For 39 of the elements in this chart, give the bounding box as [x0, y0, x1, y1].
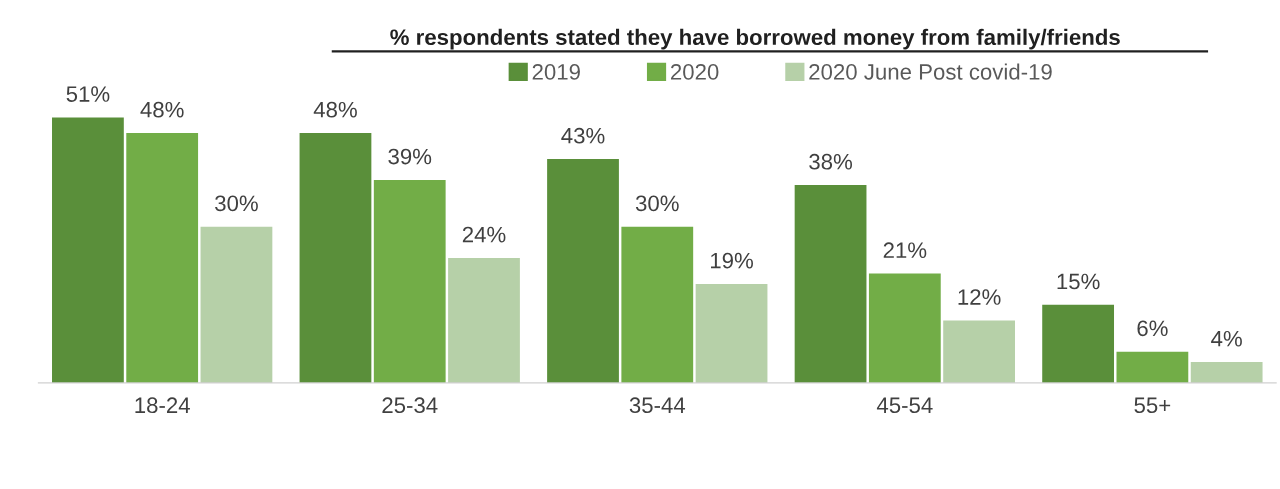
- bar: [299, 133, 372, 383]
- data-label: 30%: [215, 195, 258, 212]
- data-label: 48%: [313, 101, 357, 118]
- data-label: 48%: [140, 101, 184, 118]
- chart-title: % respondents stated they have borrowed money from family/friends: [390, 28, 1120, 50]
- data-label: 19%: [711, 252, 753, 269]
- bar: [448, 257, 520, 383]
- data-label: 21%: [883, 242, 927, 258]
- x-tick-label: 45-54: [876, 397, 933, 414]
- bar: [868, 273, 941, 383]
- x-tick-label: 25-34: [382, 397, 438, 414]
- bar: [621, 226, 694, 383]
- data-label: 51%: [66, 86, 110, 102]
- data-label: 6%: [1137, 320, 1168, 337]
- data-label: 24%: [462, 226, 506, 243]
- data-label: 39%: [388, 148, 432, 165]
- bar: [943, 320, 1015, 383]
- bar: [794, 185, 867, 383]
- bar: [1190, 362, 1263, 383]
- bar: [1116, 351, 1189, 383]
- bar: [373, 179, 446, 383]
- x-tick-label: 35-44: [629, 397, 686, 414]
- legend-label: 2020: [670, 64, 719, 80]
- bar: [126, 133, 199, 383]
- data-label: 4%: [1211, 330, 1242, 347]
- data-label: 38%: [809, 153, 853, 170]
- data-label: 12%: [958, 289, 1001, 305]
- x-tick-label: 18-24: [135, 397, 190, 414]
- data-label: 30%: [635, 195, 679, 212]
- legend-label: 2019: [532, 64, 580, 80]
- x-tick-label: 55+: [1134, 397, 1171, 414]
- bar: [200, 226, 273, 383]
- bar: [52, 117, 124, 383]
- bar: [695, 283, 768, 383]
- bar: [1042, 304, 1115, 383]
- bar: [547, 159, 619, 383]
- legend-label: 2020 June Post covid-19: [809, 63, 1052, 80]
- data-label: 43%: [561, 127, 605, 144]
- data-label: 15%: [1057, 273, 1100, 290]
